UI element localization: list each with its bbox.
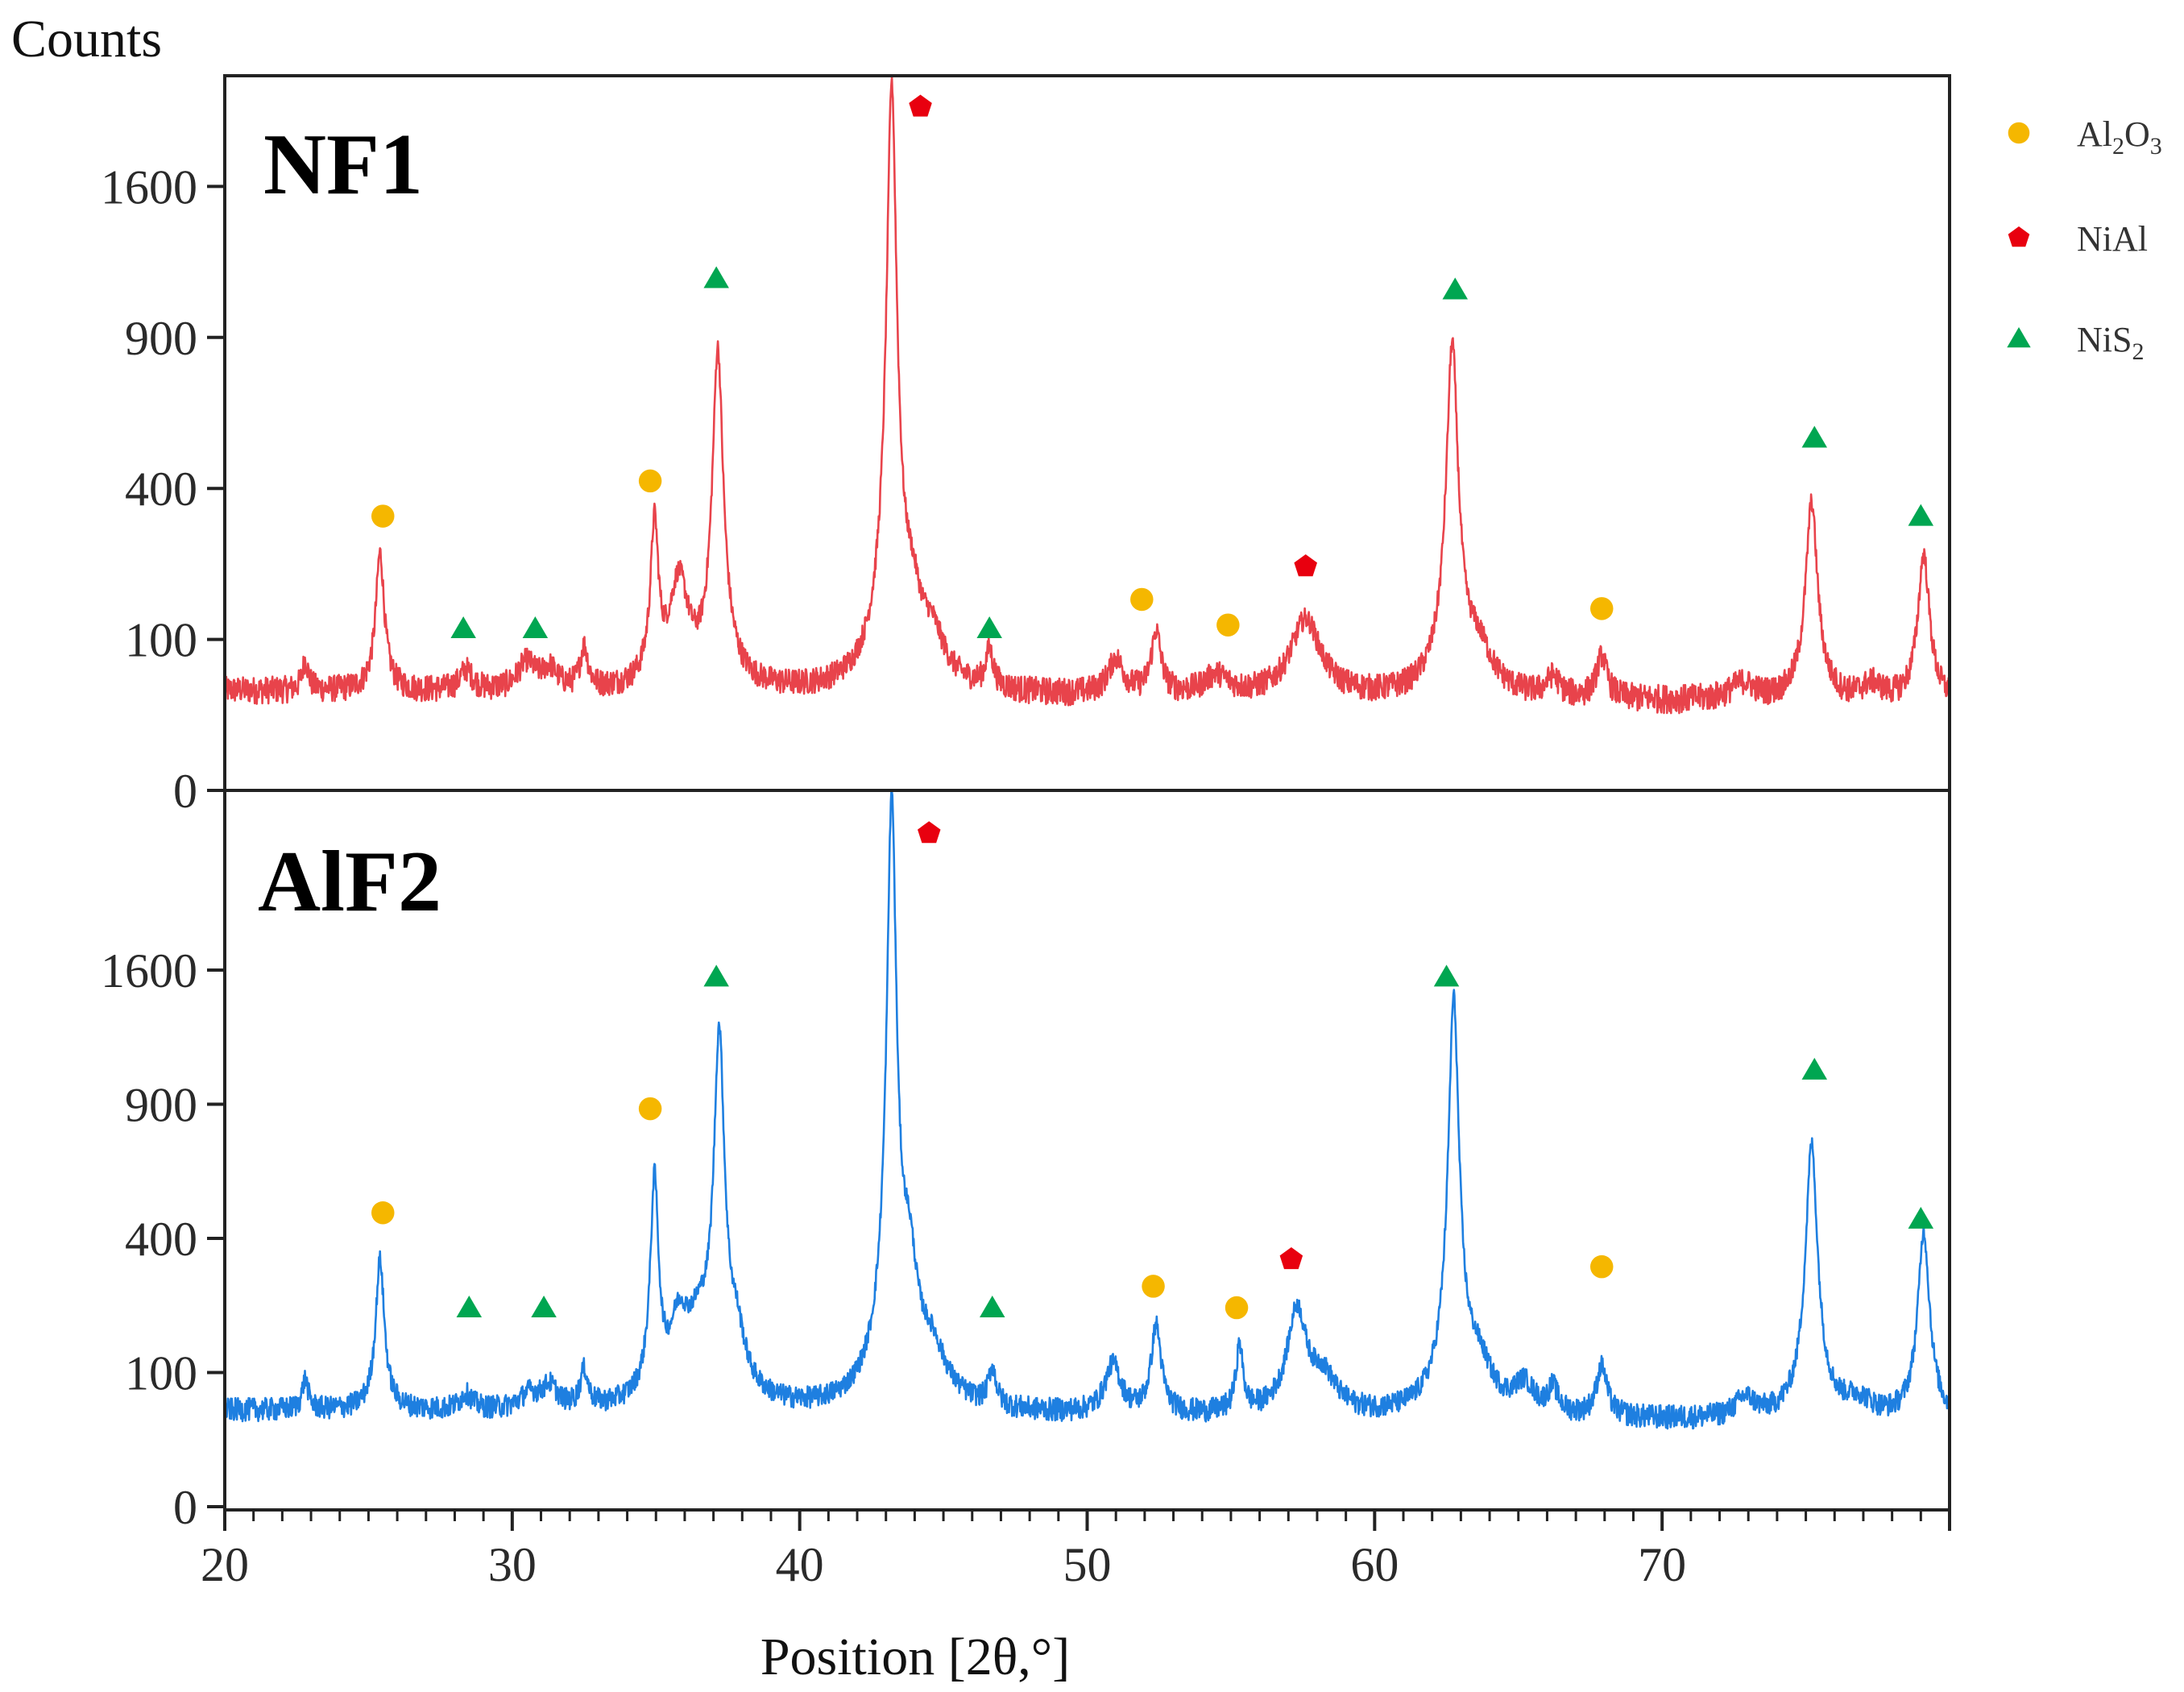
nis2-marker [1801,1057,1828,1080]
x-tick-label: 20 [201,1538,249,1591]
y-tick-label: 400 [125,462,197,516]
y-tick-label: 900 [125,312,197,365]
nis2-marker [522,616,549,639]
y-tick-label: 1600 [101,160,197,214]
legend-nial-marker [2008,226,2030,247]
al2o3-marker [1225,1296,1249,1320]
al2o3-marker [1130,587,1154,612]
x-tick-label: 50 [1063,1538,1112,1591]
nial-marker [1279,1247,1303,1270]
al2o3-marker [1216,613,1240,637]
al2o3-marker [371,1201,395,1225]
al2o3-marker [371,504,395,528]
al2o3-marker [1142,1275,1165,1298]
nis2-marker [979,1296,1005,1318]
x-tick-label: 60 [1350,1538,1399,1591]
nis2-marker [1908,1206,1934,1229]
nial-marker [1294,554,1317,577]
panel-label-nf1: NF1 [263,117,423,213]
nis2-marker [531,1296,557,1318]
legend: Al2O3 NiAl NiS2 [2007,114,2162,365]
nis2-marker [1908,504,1934,526]
x-tick-label: 30 [488,1538,537,1591]
plot-frame [223,74,1951,1512]
al2o3-marker [1589,597,1614,620]
x-tick-label: 70 [1638,1538,1686,1591]
nis2-marker [456,1296,483,1318]
nis2-marker [1801,425,1828,448]
al2o3-marker [638,1097,662,1121]
x-axis-title: Position [2θ,°] [760,1628,1070,1686]
y-tick-label: 100 [125,614,197,667]
al2o3-marker [638,469,662,493]
nis2-marker [976,616,1002,639]
legend-label-al2o3: Al2O3 [2077,114,2162,160]
y-tick-label: 400 [125,1213,197,1266]
nis2-marker [703,266,729,288]
nis2-marker [703,964,729,987]
nis2-marker [450,616,476,639]
nis2-marker [1442,277,1468,300]
y-tick-label: 0 [173,765,197,818]
y-tick-label: 900 [125,1079,197,1132]
y-axis-title: Counts [11,10,162,68]
x-tick-label: 40 [776,1538,824,1591]
spectrum-line-alf2 [223,790,1951,1430]
legend-label-nis2: NiS2 [2077,320,2144,365]
nial-marker [918,821,941,844]
y-tick-label: 1600 [101,944,197,997]
al2o3-marker [1589,1254,1614,1279]
y-tick-label: 0 [173,1481,197,1534]
panel-label-alf2: AlF2 [258,834,441,930]
legend-label-nial: NiAl [2077,219,2148,259]
nis2-marker [1433,964,1460,987]
y-tick-label: 100 [125,1347,197,1400]
legend-nis2-marker [2007,327,2031,348]
spectrum-line-nf1 [223,76,1951,715]
legend-al2o3-marker [2008,122,2030,144]
nial-marker [909,94,932,117]
